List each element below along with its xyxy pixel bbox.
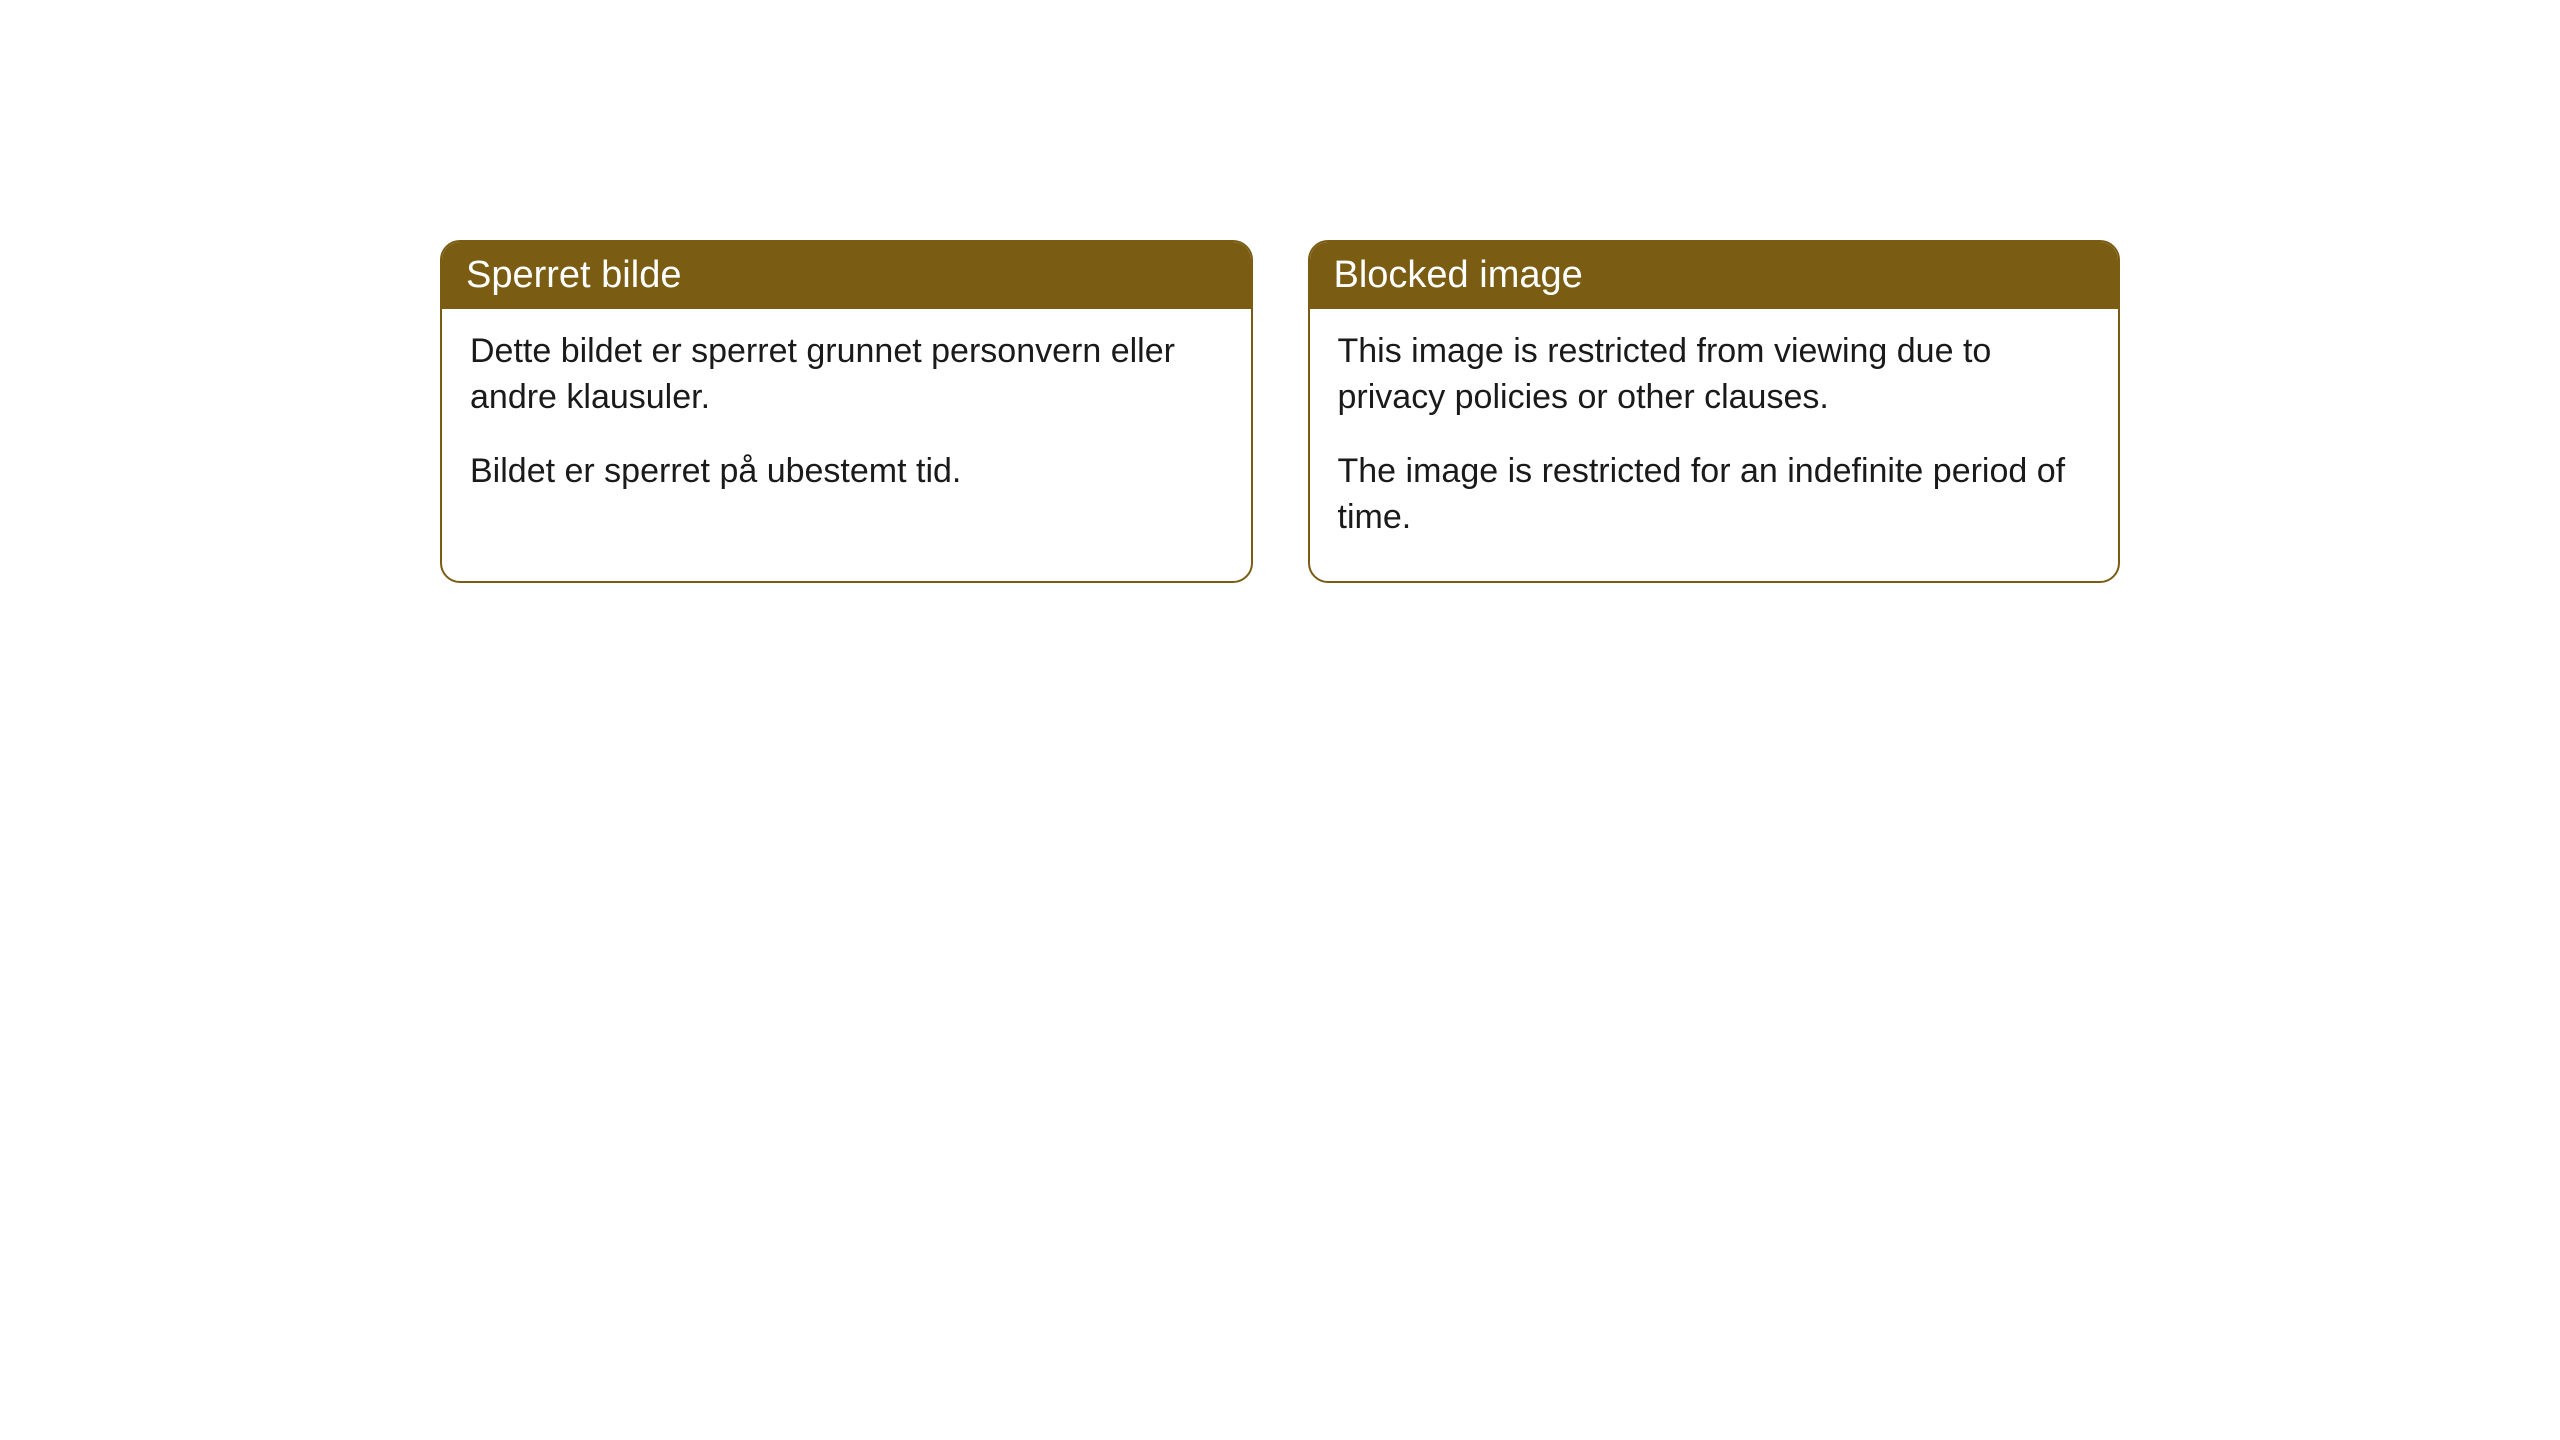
- card-body-no: Dette bildet er sperret grunnet personve…: [442, 309, 1251, 535]
- card-header-no: Sperret bilde: [442, 242, 1251, 309]
- card-paragraph-1-en: This image is restricted from viewing du…: [1338, 329, 2091, 421]
- card-title-no: Sperret bilde: [466, 254, 681, 296]
- card-paragraph-2-en: The image is restricted for an indefinit…: [1338, 449, 2091, 541]
- blocked-image-card-no: Sperret bilde Dette bildet er sperret gr…: [440, 240, 1253, 583]
- notice-cards-container: Sperret bilde Dette bildet er sperret gr…: [440, 0, 2120, 583]
- card-paragraph-2-no: Bildet er sperret på ubestemt tid.: [470, 449, 1223, 495]
- card-title-en: Blocked image: [1334, 254, 1583, 296]
- card-paragraph-1-no: Dette bildet er sperret grunnet personve…: [470, 329, 1223, 421]
- card-body-en: This image is restricted from viewing du…: [1310, 309, 2119, 581]
- card-header-en: Blocked image: [1310, 242, 2119, 309]
- blocked-image-card-en: Blocked image This image is restricted f…: [1308, 240, 2121, 583]
